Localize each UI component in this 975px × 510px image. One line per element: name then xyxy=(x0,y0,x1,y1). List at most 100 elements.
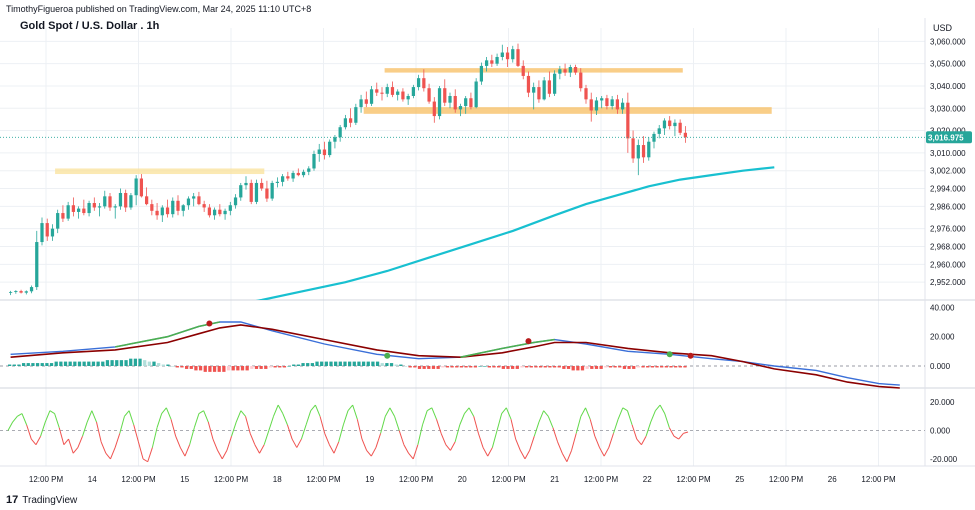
candle-body xyxy=(218,209,222,215)
macd-hist-bar xyxy=(320,361,324,366)
tradingview-logo-text: TradingView xyxy=(22,494,78,506)
candle-body xyxy=(375,89,379,93)
macd-hist-bar xyxy=(590,366,594,369)
candle-body xyxy=(280,176,285,182)
macd-hist-bar xyxy=(515,366,519,369)
candle-body xyxy=(369,89,374,104)
candle-body xyxy=(291,172,295,179)
osc-tick-label: -20.000 xyxy=(930,455,958,464)
macd-hist-bar xyxy=(538,366,543,368)
candle-body xyxy=(165,207,170,215)
osc-segment xyxy=(100,441,107,454)
osc-segment xyxy=(82,421,88,437)
candle-body xyxy=(552,73,557,94)
osc-segment xyxy=(412,444,419,460)
osc-segment xyxy=(217,450,223,460)
candle-body xyxy=(448,96,452,103)
candle-body xyxy=(678,122,682,133)
osc-segment xyxy=(207,421,214,440)
time-tick-label: 12:00 PM xyxy=(769,475,804,484)
osc-segment xyxy=(54,413,60,428)
oscillator-panel xyxy=(0,404,925,463)
candle-body xyxy=(359,99,363,108)
osc-segment xyxy=(96,421,102,443)
macd-hist-bar xyxy=(403,366,408,367)
macd-hist-bar xyxy=(436,366,440,369)
macd-hist-bar xyxy=(506,366,510,369)
macd-hist-bar xyxy=(529,366,533,368)
osc-segment xyxy=(622,407,628,412)
osc-segment xyxy=(408,452,414,460)
osc-segment xyxy=(128,410,135,426)
osc-segment xyxy=(547,416,554,428)
macd-hist-bar xyxy=(511,366,515,369)
osc-segment xyxy=(231,421,237,437)
candle-body xyxy=(657,128,661,134)
osc-segment xyxy=(124,410,130,417)
macd-hist-bar xyxy=(478,366,482,367)
macd-hist-bar xyxy=(119,360,124,366)
candle-body xyxy=(547,80,552,94)
osc-segment xyxy=(566,450,573,462)
price-tick-label: 3,010.000 xyxy=(930,149,966,158)
candle-body xyxy=(610,99,614,107)
osc-segment xyxy=(310,404,316,412)
osc-segment xyxy=(482,447,489,457)
candle-body xyxy=(87,203,91,214)
osc-segment xyxy=(468,407,475,417)
tradingview-mark-icon: 17 xyxy=(6,494,19,506)
candle-body xyxy=(495,56,499,64)
osc-segment xyxy=(571,433,577,451)
osc-tick-label: 0.000 xyxy=(930,427,951,436)
macd-hist-bar xyxy=(105,360,110,366)
osc-segment xyxy=(268,416,274,431)
last-price-label: 3,016.975 xyxy=(928,133,964,142)
osc-segment xyxy=(617,407,624,420)
macd-hist-bar xyxy=(133,358,138,366)
macd-hist-bar xyxy=(604,366,608,368)
osc-segment xyxy=(286,424,293,440)
macd-hist-bar xyxy=(21,363,26,366)
osc-segment xyxy=(314,404,321,417)
candle-body xyxy=(103,196,107,207)
osc-segment xyxy=(398,430,405,445)
osc-segment xyxy=(300,424,307,440)
macd-hist-bar xyxy=(110,360,114,366)
macd-hist-bar xyxy=(343,361,347,366)
candle-body xyxy=(296,172,300,176)
osc-segment xyxy=(417,424,424,445)
tradingview-logo[interactable]: 17 TradingView xyxy=(6,494,77,506)
macd-hist-bar xyxy=(520,366,524,368)
macd-hist-bar xyxy=(175,366,179,368)
time-tick-label: 12:00 PM xyxy=(214,475,249,484)
macd-hist-bar xyxy=(73,361,77,366)
candle-body xyxy=(474,81,478,108)
macd-hist-bar xyxy=(459,366,464,368)
osc-segment xyxy=(459,413,465,426)
osc-segment xyxy=(165,407,172,420)
macd-hist-bar xyxy=(194,366,198,371)
macd-hist-bar xyxy=(63,361,68,366)
candles xyxy=(0,43,925,296)
osc-segment xyxy=(198,410,204,414)
candle-body xyxy=(652,133,656,142)
macd-hist-bar xyxy=(334,361,338,366)
osc-segment xyxy=(282,413,288,426)
time-tick-label: 25 xyxy=(735,475,744,484)
macd-hist-bar xyxy=(613,366,617,368)
candle-body xyxy=(469,98,473,108)
macd-hist-bar xyxy=(501,366,505,369)
macd-hist-bar xyxy=(157,363,161,366)
macd-hist-bar xyxy=(45,363,49,366)
macd-hist-bar xyxy=(674,366,678,368)
time-tick-label: 26 xyxy=(828,475,837,484)
sr-zones xyxy=(55,68,772,175)
macd-cross-dot xyxy=(525,338,532,345)
candle-body xyxy=(322,149,327,156)
candle-body xyxy=(239,185,243,198)
candle-body xyxy=(19,291,23,293)
candle-body xyxy=(364,99,368,104)
candle-body xyxy=(92,203,96,208)
last-price-badge xyxy=(926,131,972,144)
time-tick-label: 20 xyxy=(458,475,467,484)
